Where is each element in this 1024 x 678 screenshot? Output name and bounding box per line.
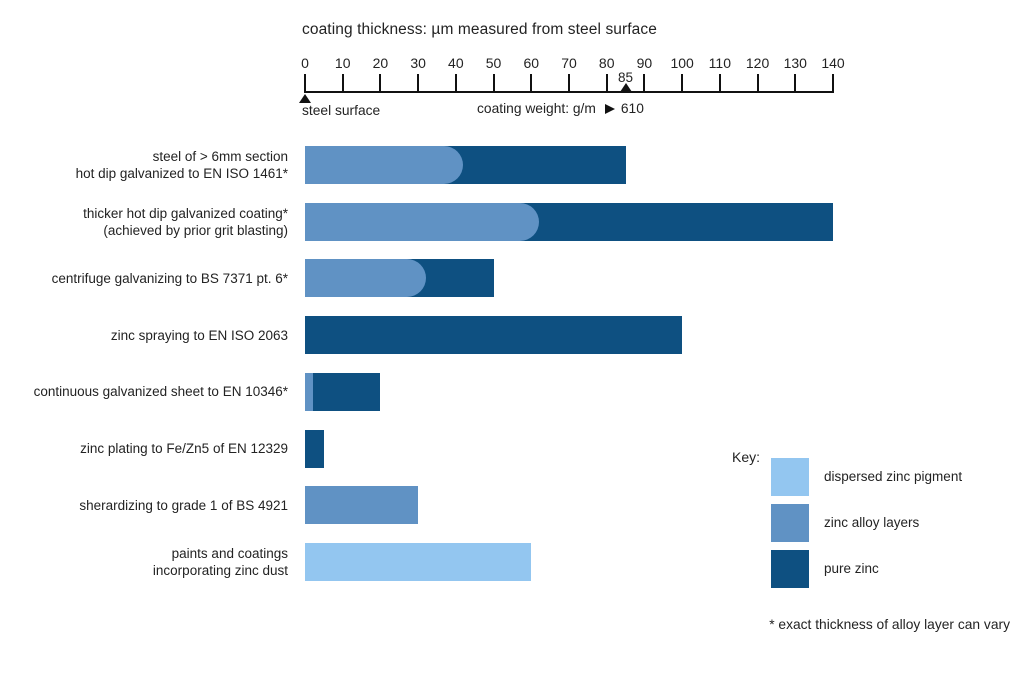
bar-segment-pure-zinc bbox=[305, 316, 683, 355]
coating-weight-label: coating weight: g/m bbox=[477, 101, 596, 116]
bar-row-label: paints and coatings incorporating zinc du… bbox=[0, 543, 288, 581]
bar-segment-zinc-alloy-layers bbox=[305, 146, 464, 184]
axis-tick-label: 90 bbox=[636, 55, 653, 71]
footnote: * exact thickness of alloy layer can var… bbox=[769, 617, 1010, 632]
bar-row-label: steel of > 6mm section hot dip galvanized… bbox=[0, 146, 288, 184]
axis-tick-label: 130 bbox=[783, 55, 807, 71]
axis-tick-mark bbox=[718, 74, 721, 93]
legend-label: pure zinc bbox=[824, 561, 879, 576]
axis-tick-label: 140 bbox=[821, 55, 845, 71]
bar-segment-zinc-alloy-layers bbox=[305, 372, 313, 411]
coating-weight-value: 610 bbox=[620, 101, 644, 116]
bar-segment-zinc-alloy-layers bbox=[305, 202, 539, 241]
bar-row-label-line: centrifuge galvanizing to BS 7371 pt. 6* bbox=[51, 270, 288, 286]
axis-tick-mark bbox=[794, 74, 797, 93]
legend-label: zinc alloy layers bbox=[824, 515, 920, 530]
steel-surface-label: steel surface bbox=[302, 103, 381, 118]
bar-segment-zinc-alloy-layers bbox=[305, 259, 426, 298]
legend-swatch-pure-zinc bbox=[771, 550, 809, 588]
bar-row-label-line: steel of > 6mm section bbox=[152, 149, 288, 164]
legend-swatch-zinc-alloy-layers bbox=[771, 504, 809, 542]
right-triangle-icon bbox=[604, 103, 615, 114]
axis-tick-mark bbox=[454, 74, 457, 93]
legend-label: dispersed zinc pigment bbox=[824, 469, 963, 484]
bar-row-label: zinc spraying to EN ISO 2063 bbox=[0, 316, 288, 354]
legend-heading: Key: bbox=[732, 449, 761, 465]
coating-weight-note: coating weight: g/m 610 bbox=[477, 101, 644, 116]
axis-tick-label: 50 bbox=[485, 55, 502, 71]
axis-tick-label: 70 bbox=[561, 55, 577, 71]
chart-title: coating thickness: µm measured from stee… bbox=[302, 21, 657, 38]
axis-tick-mark bbox=[681, 74, 684, 93]
axis-tick-label: 100 bbox=[670, 55, 694, 71]
axis-tick-label: 30 bbox=[410, 55, 426, 71]
axis-tick-label: 60 bbox=[523, 55, 540, 71]
bar-row-label-line: incorporating zinc dust bbox=[152, 562, 288, 578]
axis-tick-mark bbox=[756, 74, 759, 93]
axis-tick-label: 110 bbox=[708, 55, 731, 71]
legend-swatch-dispersed-zinc-pigment bbox=[771, 458, 809, 496]
axis-tick-label: 120 bbox=[745, 55, 770, 71]
bar-row-label-line: hot dip galvanized to EN ISO 1461* bbox=[75, 166, 288, 181]
axis-marker-triangle-icon bbox=[619, 83, 632, 92]
axis-tick-mark bbox=[643, 74, 646, 93]
bar-segment-dispersed-zinc-pigment bbox=[305, 542, 532, 581]
axis-tick-label: 0 bbox=[301, 55, 309, 71]
axis-tick-mark bbox=[417, 74, 420, 93]
axis-tick-label: 10 bbox=[334, 55, 351, 71]
axis-tick-mark bbox=[304, 74, 306, 93]
bar-row-label: sherardizing to grade 1 of BS 4921 bbox=[0, 486, 288, 524]
bar-row-label-line: continuous galvanized sheet to EN 10346* bbox=[33, 384, 288, 400]
axis-tick-mark bbox=[492, 74, 495, 93]
axis-tick-label: 20 bbox=[372, 55, 389, 71]
bar-row-label-line: sherardizing to grade 1 of BS 4921 bbox=[79, 497, 288, 513]
axis-tick-mark bbox=[832, 74, 834, 93]
bar-row-label-line: zinc spraying to EN ISO 2063 bbox=[110, 327, 288, 343]
bar-row-label: thicker hot dip galvanized coating* (achi… bbox=[0, 203, 288, 241]
bar-segment-zinc-alloy-layers bbox=[305, 486, 419, 525]
bar-row-label-line: zinc plating to Fe/Zn5 of EN 12329 bbox=[80, 441, 288, 456]
axis-tick-label: 80 bbox=[598, 55, 615, 71]
axis-tick-mark bbox=[341, 74, 344, 93]
steel-surface-triangle-icon bbox=[299, 94, 311, 103]
axis-marker-label: 85 bbox=[618, 70, 634, 85]
bar-row-label: continuous galvanized sheet to EN 10346* bbox=[0, 373, 288, 411]
bar-row-label-line: thicker hot dip galvanized coating* bbox=[83, 205, 288, 221]
axis-baseline bbox=[305, 91, 834, 93]
bar-row-label: centrifuge galvanizing to BS 7371 pt. 6* bbox=[0, 259, 288, 297]
bar-row-label: zinc plating to Fe/Zn5 of EN 12329 bbox=[0, 430, 288, 468]
bar-row-label-line: (achieved by prior grit blasting) bbox=[103, 222, 288, 238]
bar-segment-pure-zinc bbox=[305, 429, 324, 468]
axis-tick-label: 40 bbox=[448, 55, 464, 71]
bar-row-label-line: paints and coatings bbox=[171, 545, 288, 561]
bar-segment-pure-zinc bbox=[305, 372, 381, 411]
axis-tick-mark bbox=[568, 74, 570, 93]
axis-tick-mark bbox=[379, 74, 382, 93]
axis-tick-mark bbox=[530, 74, 533, 93]
axis-tick-mark bbox=[605, 74, 608, 93]
